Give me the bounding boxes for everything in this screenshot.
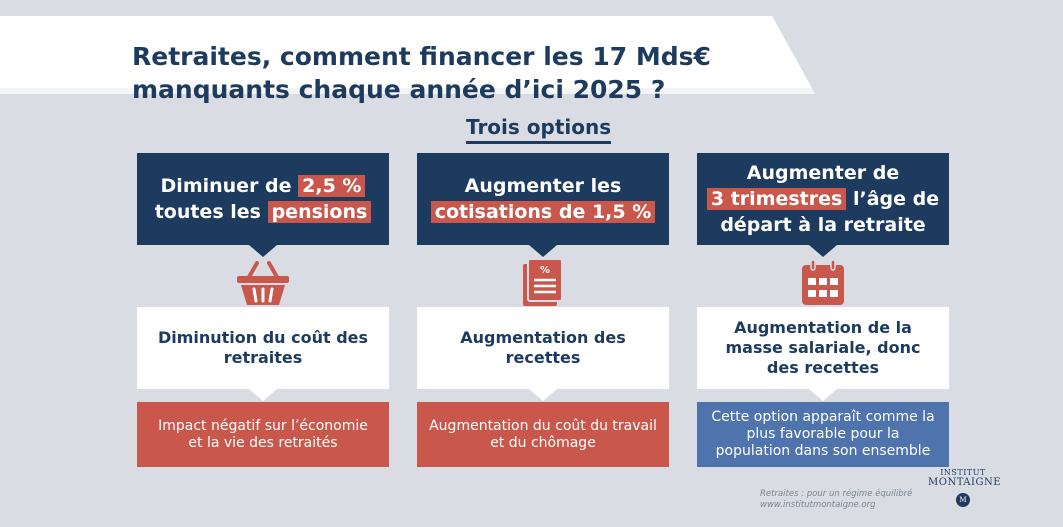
option-2-icon-wrap: %: [417, 258, 669, 307]
logo-seal-icon: M: [956, 493, 970, 507]
source-note: Retraites : pour un régime équilibré www…: [760, 489, 912, 511]
option-1-heading: Diminuer de 2,5 % toutes les pensions: [137, 153, 389, 257]
option-3-effect: Augmentation de la masse salariale, donc…: [697, 307, 949, 401]
option-3-heading-line-2: 3 trimestres l’âge de: [706, 186, 940, 212]
option-3-text: l’âge de: [846, 188, 940, 210]
option-3-icon-wrap: [697, 259, 949, 307]
option-3-text: Augmenter de: [746, 162, 900, 184]
option-column-1: Diminuer de 2,5 % toutes les pensions Di…: [137, 153, 389, 467]
option-3-consequence: Cette option apparaît comme la plus favo…: [697, 402, 949, 467]
option-1-icon-wrap: [137, 259, 389, 307]
source-line-2[interactable]: www.institutmontaigne.org: [760, 500, 876, 510]
option-column-2: Augmenter les cotisations de 1,5 % % Aug…: [417, 153, 669, 467]
option-3-highlight: 3 trimestres: [706, 188, 847, 210]
svg-text:%: %: [540, 265, 550, 276]
option-1-heading-line-2: toutes les pensions: [155, 199, 372, 225]
title-line-2: manquants chaque année d’ici 2025 ?: [132, 75, 666, 104]
basket-icon: [237, 261, 289, 305]
option-1-heading-line-1: Diminuer de 2,5 %: [161, 173, 366, 199]
title-banner-shape: [0, 16, 815, 94]
option-1-highlight: pensions: [267, 201, 372, 223]
document-percent-icon: %: [523, 258, 563, 306]
option-1-text: Diminuer de: [160, 175, 299, 197]
option-3-heading: Augmenter de 3 trimestres l’âge de dépar…: [697, 153, 949, 257]
option-1-consequence: Impact négatif sur l’économie et la vie …: [137, 402, 389, 467]
institut-montaigne-logo: INSTITUT MONTAIGNE M: [928, 468, 1002, 507]
title-banner: Retraites, comment financer les 17 Mds€ …: [0, 16, 815, 104]
option-2-heading-line-2: cotisations de 1,5 %: [430, 199, 656, 225]
option-column-3: Augmenter de 3 trimestres l’âge de dépar…: [697, 153, 949, 467]
option-2-highlight: cotisations de 1,5 %: [430, 201, 656, 223]
option-1-text: toutes les: [154, 201, 268, 223]
logo-line-1: INSTITUT: [940, 468, 986, 477]
option-2-consequence: Augmentation du coût du travail et du ch…: [417, 402, 669, 467]
option-1-highlight: 2,5 %: [298, 175, 366, 197]
section-subtitle: Trois options: [466, 115, 612, 144]
option-1-effect: Diminution du coût des retraites: [137, 307, 389, 401]
option-3-text: départ à la retraite: [720, 214, 926, 236]
source-line-1: Retraites : pour un régime équilibré: [760, 489, 913, 499]
option-2-effect: Augmentation des recettes: [417, 307, 669, 401]
page-title: Retraites, comment financer les 17 Mds€ …: [132, 40, 772, 106]
logo-line-2: MONTAIGNE: [928, 477, 1002, 488]
option-2-text: Augmenter les: [464, 175, 622, 197]
option-2-heading: Augmenter les cotisations de 1,5 %: [417, 153, 669, 257]
title-line-1: Retraites, comment financer les 17 Mds€: [132, 42, 711, 71]
calendar-icon: [802, 259, 844, 305]
